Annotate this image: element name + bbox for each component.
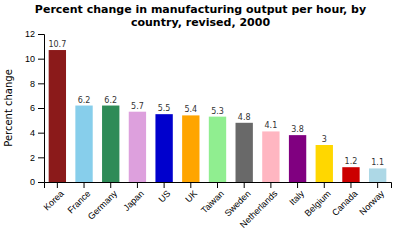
bar: [129, 112, 146, 182]
background: [0, 0, 401, 238]
tick-mark: [38, 157, 44, 158]
data-label: 5.4: [184, 105, 197, 114]
x-tick: Taiwan: [199, 182, 226, 215]
y-tick: 0: [30, 177, 44, 187]
bar: [369, 168, 386, 182]
tick-label: Belgium: [303, 188, 333, 218]
data-label: 3.8: [291, 125, 304, 134]
bar: [342, 167, 359, 182]
x-tick: Japan: [121, 182, 145, 213]
tick-mark: [377, 182, 378, 188]
x-tick: Korea: [42, 182, 66, 212]
tick-label: 4: [30, 128, 35, 138]
tick-label: 6: [30, 103, 35, 113]
tick-mark: [38, 83, 44, 84]
tick-label: Norway: [357, 188, 386, 217]
y-tick: 8: [30, 79, 44, 89]
title-line: country, revised, 2000: [131, 16, 270, 29]
data-label: 1.2: [345, 157, 358, 166]
data-label: 6.2: [104, 96, 117, 105]
bar: [155, 114, 172, 182]
bar: [49, 50, 66, 182]
tick-mark: [38, 34, 44, 35]
tick-mark: [217, 182, 218, 188]
x-tick: Norway: [357, 182, 386, 217]
tick-label: US: [157, 188, 173, 204]
y-tick: 6: [30, 103, 44, 113]
tick-mark: [190, 182, 191, 188]
bar: [262, 131, 279, 182]
data-label: 5.7: [131, 102, 144, 111]
tick-label: Netherlands: [238, 188, 280, 230]
bar: [182, 115, 199, 182]
y-tick: 2: [30, 153, 44, 163]
tick-mark: [38, 59, 44, 60]
bars: [49, 50, 387, 182]
data-label: 4.8: [238, 113, 251, 122]
x-tick: UK: [183, 182, 199, 204]
x-tick: US: [157, 182, 173, 204]
bar: [236, 123, 253, 182]
title: Percent change in manufacturing output p…: [35, 3, 366, 29]
axis-line: [38, 35, 45, 183]
data-labels: 10.7 6.2 6.2 5.7 5.5 5.4 5.3 4.8 4.1 3.8 3 1.2 1.1: [48, 40, 384, 167]
axis-line: [45, 183, 392, 189]
x-tick: Italy: [287, 182, 306, 207]
tick-label: 8: [30, 79, 35, 89]
tick-mark: [164, 182, 165, 188]
y-axis-title: Percent change: [3, 69, 14, 147]
tick-label: Japan: [121, 188, 145, 212]
bar: [289, 135, 306, 182]
plot: 10.7 6.2 6.2 5.7 5.5 5.4 5.3 4.8 4.1 3.8 3 1.2 1.1 0 2…: [25, 29, 392, 229]
tick-mark: [84, 182, 85, 188]
y-axis: 0 2 4 6 8 10 12: [25, 29, 45, 187]
tick-label: 10: [25, 54, 35, 64]
x-tick: France: [66, 182, 93, 215]
tick-mark: [244, 182, 245, 188]
data-label: 5.3: [211, 107, 224, 116]
tick-mark: [350, 182, 351, 188]
tick-mark: [57, 182, 58, 188]
bar: [75, 106, 92, 182]
data-label: 1.1: [371, 158, 384, 167]
tick-mark: [270, 182, 271, 188]
chart: 10.7 6.2 6.2 5.7 5.5 5.4 5.3 4.8 4.1 3.8 3 1.2 1.1 0 2…: [0, 0, 401, 238]
x-tick: Germany: [86, 182, 120, 222]
x-axis: KoreaFranceGermanyJapanUSUKTaiwanSwedenN…: [42, 182, 392, 230]
data-label: 6.2: [78, 96, 91, 105]
tick-mark: [324, 182, 325, 188]
tick-mark: [38, 108, 44, 109]
tick-label: UK: [183, 188, 199, 204]
data-label: 10.7: [48, 40, 66, 49]
y-tick: 10: [25, 54, 44, 64]
x-tick: Canada: [330, 182, 359, 218]
tick-label: Italy: [287, 188, 306, 207]
bar: [209, 117, 226, 182]
tick-mark: [110, 182, 111, 188]
data-label: 5.5: [158, 104, 171, 113]
x-tick: Belgium: [303, 182, 333, 218]
tick-label: 0: [30, 177, 35, 187]
y-tick: 12: [25, 29, 44, 39]
data-label: 3: [322, 135, 327, 144]
title-line: Percent change in manufacturing output p…: [35, 3, 366, 16]
tick-label: 2: [30, 153, 35, 163]
tick-mark: [38, 182, 44, 183]
tick-label: 12: [25, 29, 35, 39]
tick-mark: [297, 182, 298, 188]
bar: [316, 145, 333, 182]
x-tick: Netherlands: [238, 182, 280, 230]
tick-label: Korea: [42, 188, 66, 212]
tick-mark: [137, 182, 138, 188]
bar: [102, 106, 119, 182]
y-tick: 4: [30, 128, 44, 138]
tick-label: Germany: [86, 188, 120, 222]
data-label: 4.1: [265, 121, 278, 130]
tick-mark: [38, 133, 44, 134]
tick-label: Canada: [330, 188, 359, 217]
